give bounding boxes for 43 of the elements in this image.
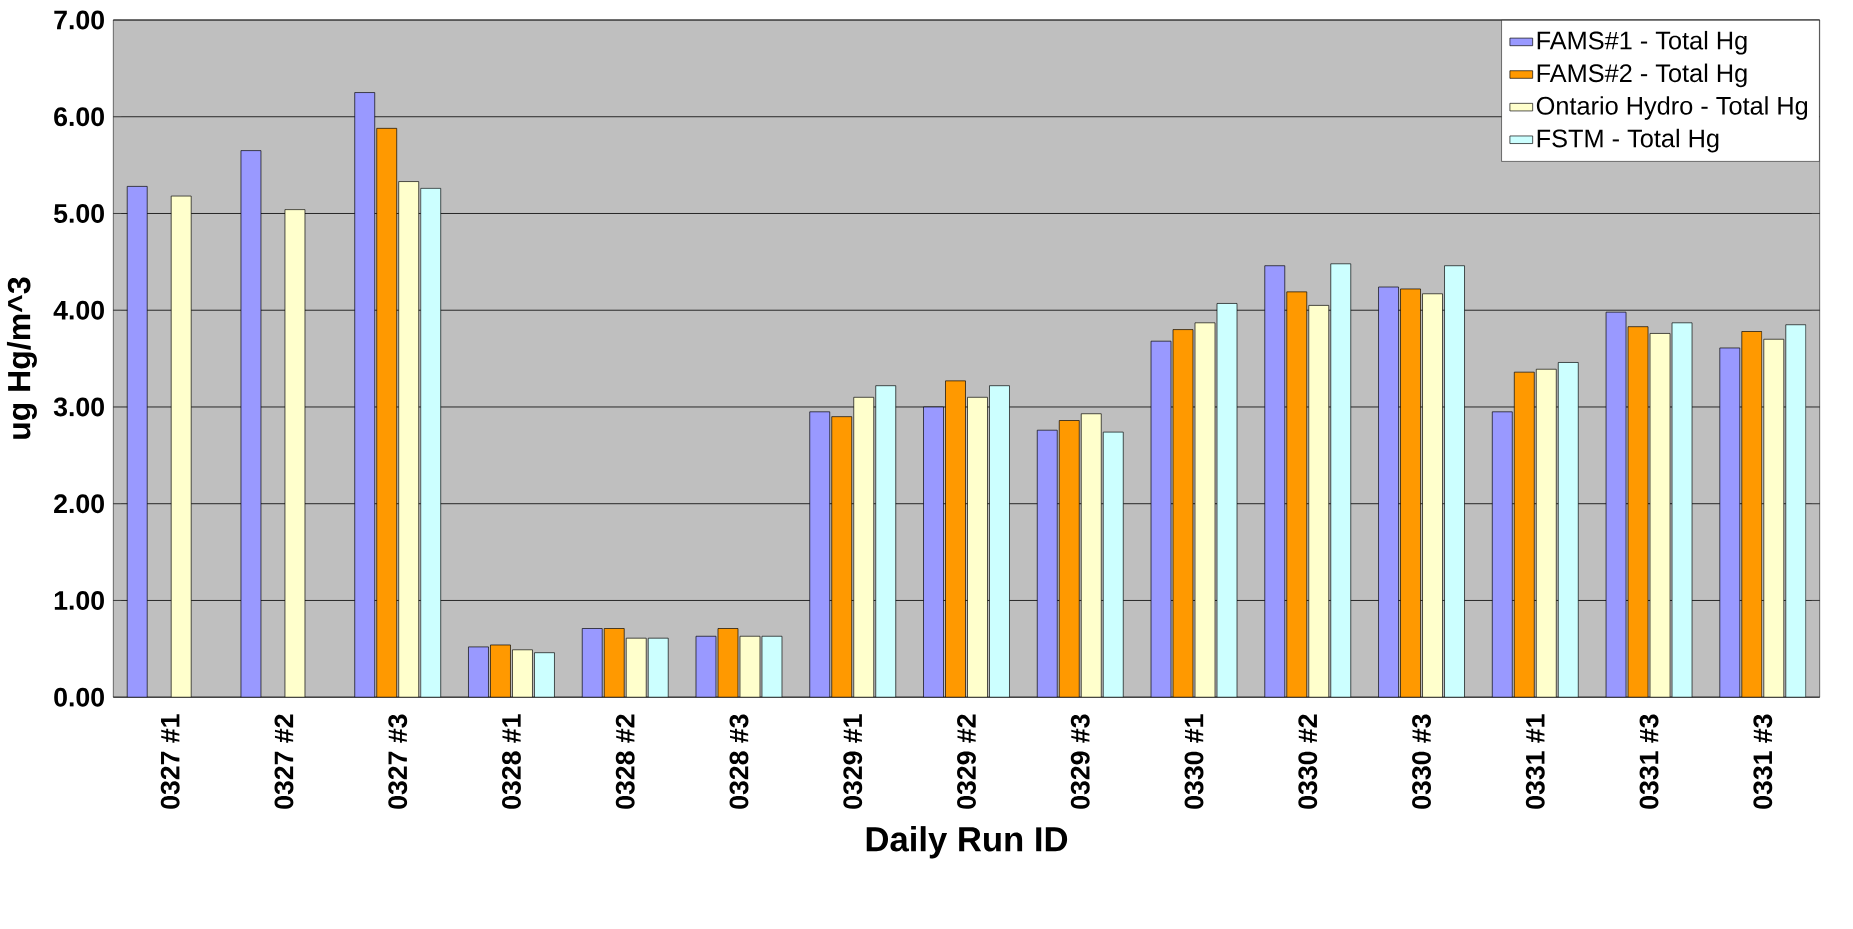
y-tick-label: 0.00 xyxy=(54,687,104,707)
legend-label: FAMS#1 - Total Hg xyxy=(1537,30,1747,55)
x-tick-label: 0329 #2 xyxy=(957,714,976,809)
bar xyxy=(126,185,148,698)
x-tick-label: 0327 #3 xyxy=(388,714,408,809)
y-tick-label: 4.00 xyxy=(53,300,104,320)
x-tick-label: 0327 #1 xyxy=(160,714,180,809)
y-tick-label: 2.00 xyxy=(54,494,104,514)
bar xyxy=(1719,347,1741,698)
x-tick-label: 0327 #2 xyxy=(274,714,294,809)
x-tick-label: 0329 #3 xyxy=(1070,714,1090,809)
bar xyxy=(1150,340,1172,698)
legend-label: FAMS#2 - Total Hg xyxy=(1537,63,1747,88)
x-tick-label: 0330 #2 xyxy=(1298,714,1318,809)
legend-label: Ontario Hydro - Total Hg xyxy=(1536,96,1808,120)
bar xyxy=(354,92,376,698)
bar xyxy=(1605,311,1627,698)
y-tick-label: 6.00 xyxy=(54,107,104,127)
x-tick-label: 0329 #1 xyxy=(843,714,863,809)
y-tick-label: 3.00 xyxy=(53,397,104,417)
y-tick-label: 7.00 xyxy=(54,10,104,30)
bar xyxy=(923,406,944,698)
y-axis-title: ug Hg/m^3 xyxy=(6,277,37,439)
bar xyxy=(468,646,489,698)
x-tick-label: 0328 #2 xyxy=(615,714,635,809)
bar xyxy=(809,411,831,698)
x-tick-label: 0331 #3 xyxy=(1639,714,1659,809)
y-tick-label: 1.00 xyxy=(54,590,104,610)
y-tick-label: 5.00 xyxy=(53,203,104,223)
bar xyxy=(1036,429,1058,698)
bar xyxy=(581,628,603,698)
bar xyxy=(240,150,262,698)
x-tick-label: 0328 #3 xyxy=(729,714,749,809)
x-tick-label: 0331 #1 xyxy=(1525,714,1545,809)
x-tick-label: 0331 #3 xyxy=(1753,714,1773,809)
bar xyxy=(1378,286,1399,698)
bar xyxy=(1491,411,1513,698)
x-tick-label: 0328 #1 xyxy=(502,714,521,809)
x-tick-label: 0330 #3 xyxy=(1412,714,1431,809)
x-tick-label: 0330 #1 xyxy=(1184,714,1204,809)
bar xyxy=(1264,265,1286,698)
x-axis-title: Daily Run ID xyxy=(866,826,1068,859)
legend-label: FSTM - Total Hg xyxy=(1537,128,1719,153)
